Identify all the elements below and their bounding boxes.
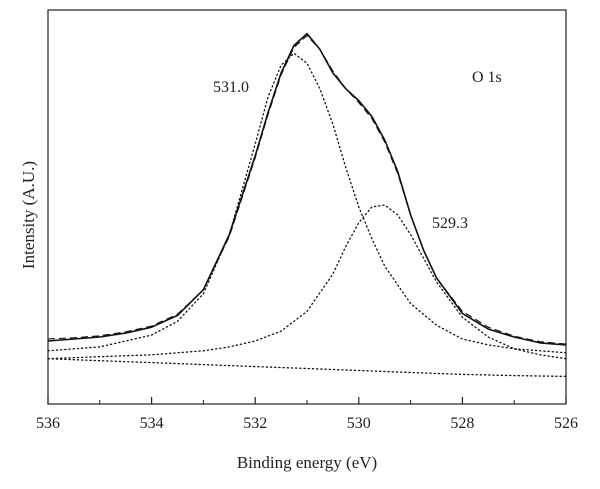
x-tick-label: 528 [450, 415, 474, 432]
y-axis-title: Intensity (A.U.) [19, 161, 38, 269]
series-line-4 [47, 358, 567, 378]
x-tick-label: 532 [243, 415, 267, 432]
series-layer [47, 32, 567, 378]
series-line-2 [47, 52, 567, 354]
series-line-1 [47, 35, 567, 345]
x-tick-label: 530 [347, 415, 371, 432]
x-tick-label: 536 [36, 415, 60, 432]
annotation-peak-529: 529.3 [432, 215, 468, 232]
annotation-o1s: O 1s [472, 69, 502, 86]
annotation-peak-531: 531.0 [213, 79, 249, 96]
x-tick-label: 534 [140, 415, 164, 432]
x-tick-label: 526 [554, 415, 578, 432]
x-axis-ticks: 536 534 532 530 528 526 [36, 397, 578, 432]
series-line-3 [47, 204, 567, 360]
x-axis-title: Binding energy (eV) [237, 453, 377, 472]
